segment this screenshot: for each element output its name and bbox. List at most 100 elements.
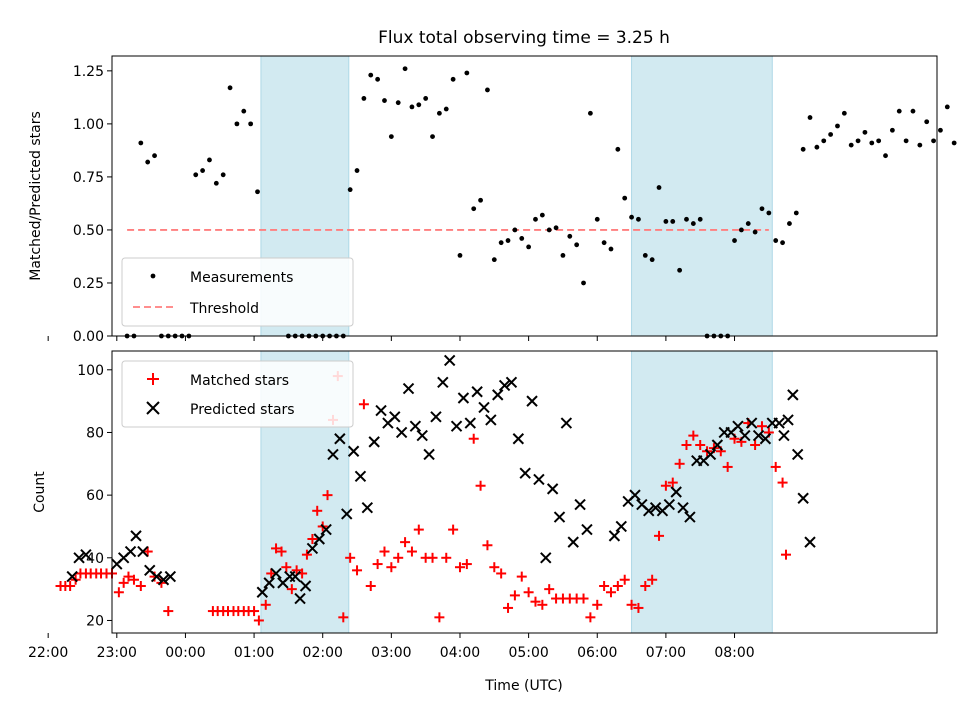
measurement-point [697,216,703,222]
matched-star-point [619,574,630,585]
predicted-star-point [778,429,790,442]
predicted-star-point [804,536,816,548]
measurement-point [636,216,641,222]
top-y-tick-label: 1.25 [73,64,104,80]
measurement-point [642,252,648,258]
x-tick-label: 23:00 [97,645,137,661]
predicted-star-point [457,392,470,404]
predicted-star-point [164,570,177,583]
predicted-star-point [137,545,149,558]
matched-star-point [599,581,610,591]
measurement-point [917,142,923,148]
legend-threshold-label: Threshold [189,301,259,317]
matched-star-point [647,574,658,585]
predicted-star-point [670,486,682,498]
predicted-star-point [492,389,504,401]
matched-star-point [750,440,761,450]
predicted-star-point [80,548,92,561]
predicted-star-point [313,533,325,545]
x-tick-label: 02:00 [303,645,343,661]
matched-star-point [468,433,479,444]
measurement-point [862,129,868,135]
predicted-star-point [361,501,374,514]
measurement-point [608,246,614,252]
top-axes-frame [111,55,938,337]
predicted-star-points [66,354,816,605]
matched-star-point [578,593,589,604]
measurement-point [138,140,144,146]
measurement-point [464,70,470,76]
measurement-point [828,132,834,137]
measurement-point [234,121,240,127]
matched-star-point [722,461,733,472]
matched-star-point [322,490,333,501]
top-panel: 0.00 0.25 0.50 0.75 1.00 1.25 Matched/Predict… [28,55,957,345]
measurement-point [807,115,813,120]
measurement-point [800,146,806,152]
measurement-point [622,195,628,201]
measurement-point [145,159,151,165]
predicted-star-point [759,433,772,445]
predicted-star-point [437,376,449,389]
matched-star-point [123,571,134,582]
matched-star-point [286,584,297,595]
measurement-point [601,240,607,246]
predicted-star-point [130,530,142,542]
matched-star-point [65,581,76,591]
matched-star-point [249,606,260,617]
measurement-point [745,221,751,226]
measurement-point [841,110,847,116]
measurement-point [193,172,199,178]
measurement-point [910,108,916,114]
matched-star-point [654,530,665,541]
matched-star-point [509,590,520,601]
matched-star-point [352,565,363,576]
chart-title: Flux total observing time = 3.25 h [378,28,670,48]
measurement-point [478,197,483,203]
predicted-star-point [711,439,724,451]
matched-star-point [695,440,706,450]
predicted-star-point [368,436,380,448]
measurement-point [924,119,930,125]
bottom-y-ticks: 20 40 60 80 100 [77,363,112,629]
predicted-star-point [256,586,269,598]
predicted-star-point [347,445,360,457]
predicted-star-point [157,574,170,586]
measurement-point [690,221,696,226]
predicted-star-point [354,470,367,483]
measurement-point [738,227,744,233]
measurement-point [423,96,429,101]
measurement-point [213,180,219,186]
measurement-point [248,121,254,127]
measurement-point [443,106,449,112]
predicted-star-point [320,523,332,536]
predicted-star-point [334,433,346,445]
matched-star-point [496,568,507,579]
measurement-point [587,110,593,116]
bottom-y-tick-label: 80 [86,425,104,441]
measurement-point [430,134,435,140]
measurement-point [821,138,827,144]
matched-star-point [756,421,767,432]
matched-star-point [523,587,534,598]
matched-star-points [55,371,792,626]
measurement-point [227,85,233,91]
predicted-star-point [782,414,794,426]
measurement-point [931,138,936,144]
predicted-star-point [341,508,353,520]
matched-star-point [291,565,302,576]
matched-star-point [276,546,287,557]
measurement-point [241,108,247,114]
measurement-point [395,100,401,106]
measurement-point [787,221,792,226]
matched-star-point [688,430,699,441]
predicted-star-point [574,498,586,511]
predicted-star-point [395,426,408,439]
legend-measurements-label: Measurements [190,270,293,286]
bottom-y-tick-label: 60 [86,488,104,504]
measurement-point [539,212,545,218]
predicted-star-point [791,448,804,461]
matched-star-point [448,524,459,535]
measurement-point [382,98,387,103]
